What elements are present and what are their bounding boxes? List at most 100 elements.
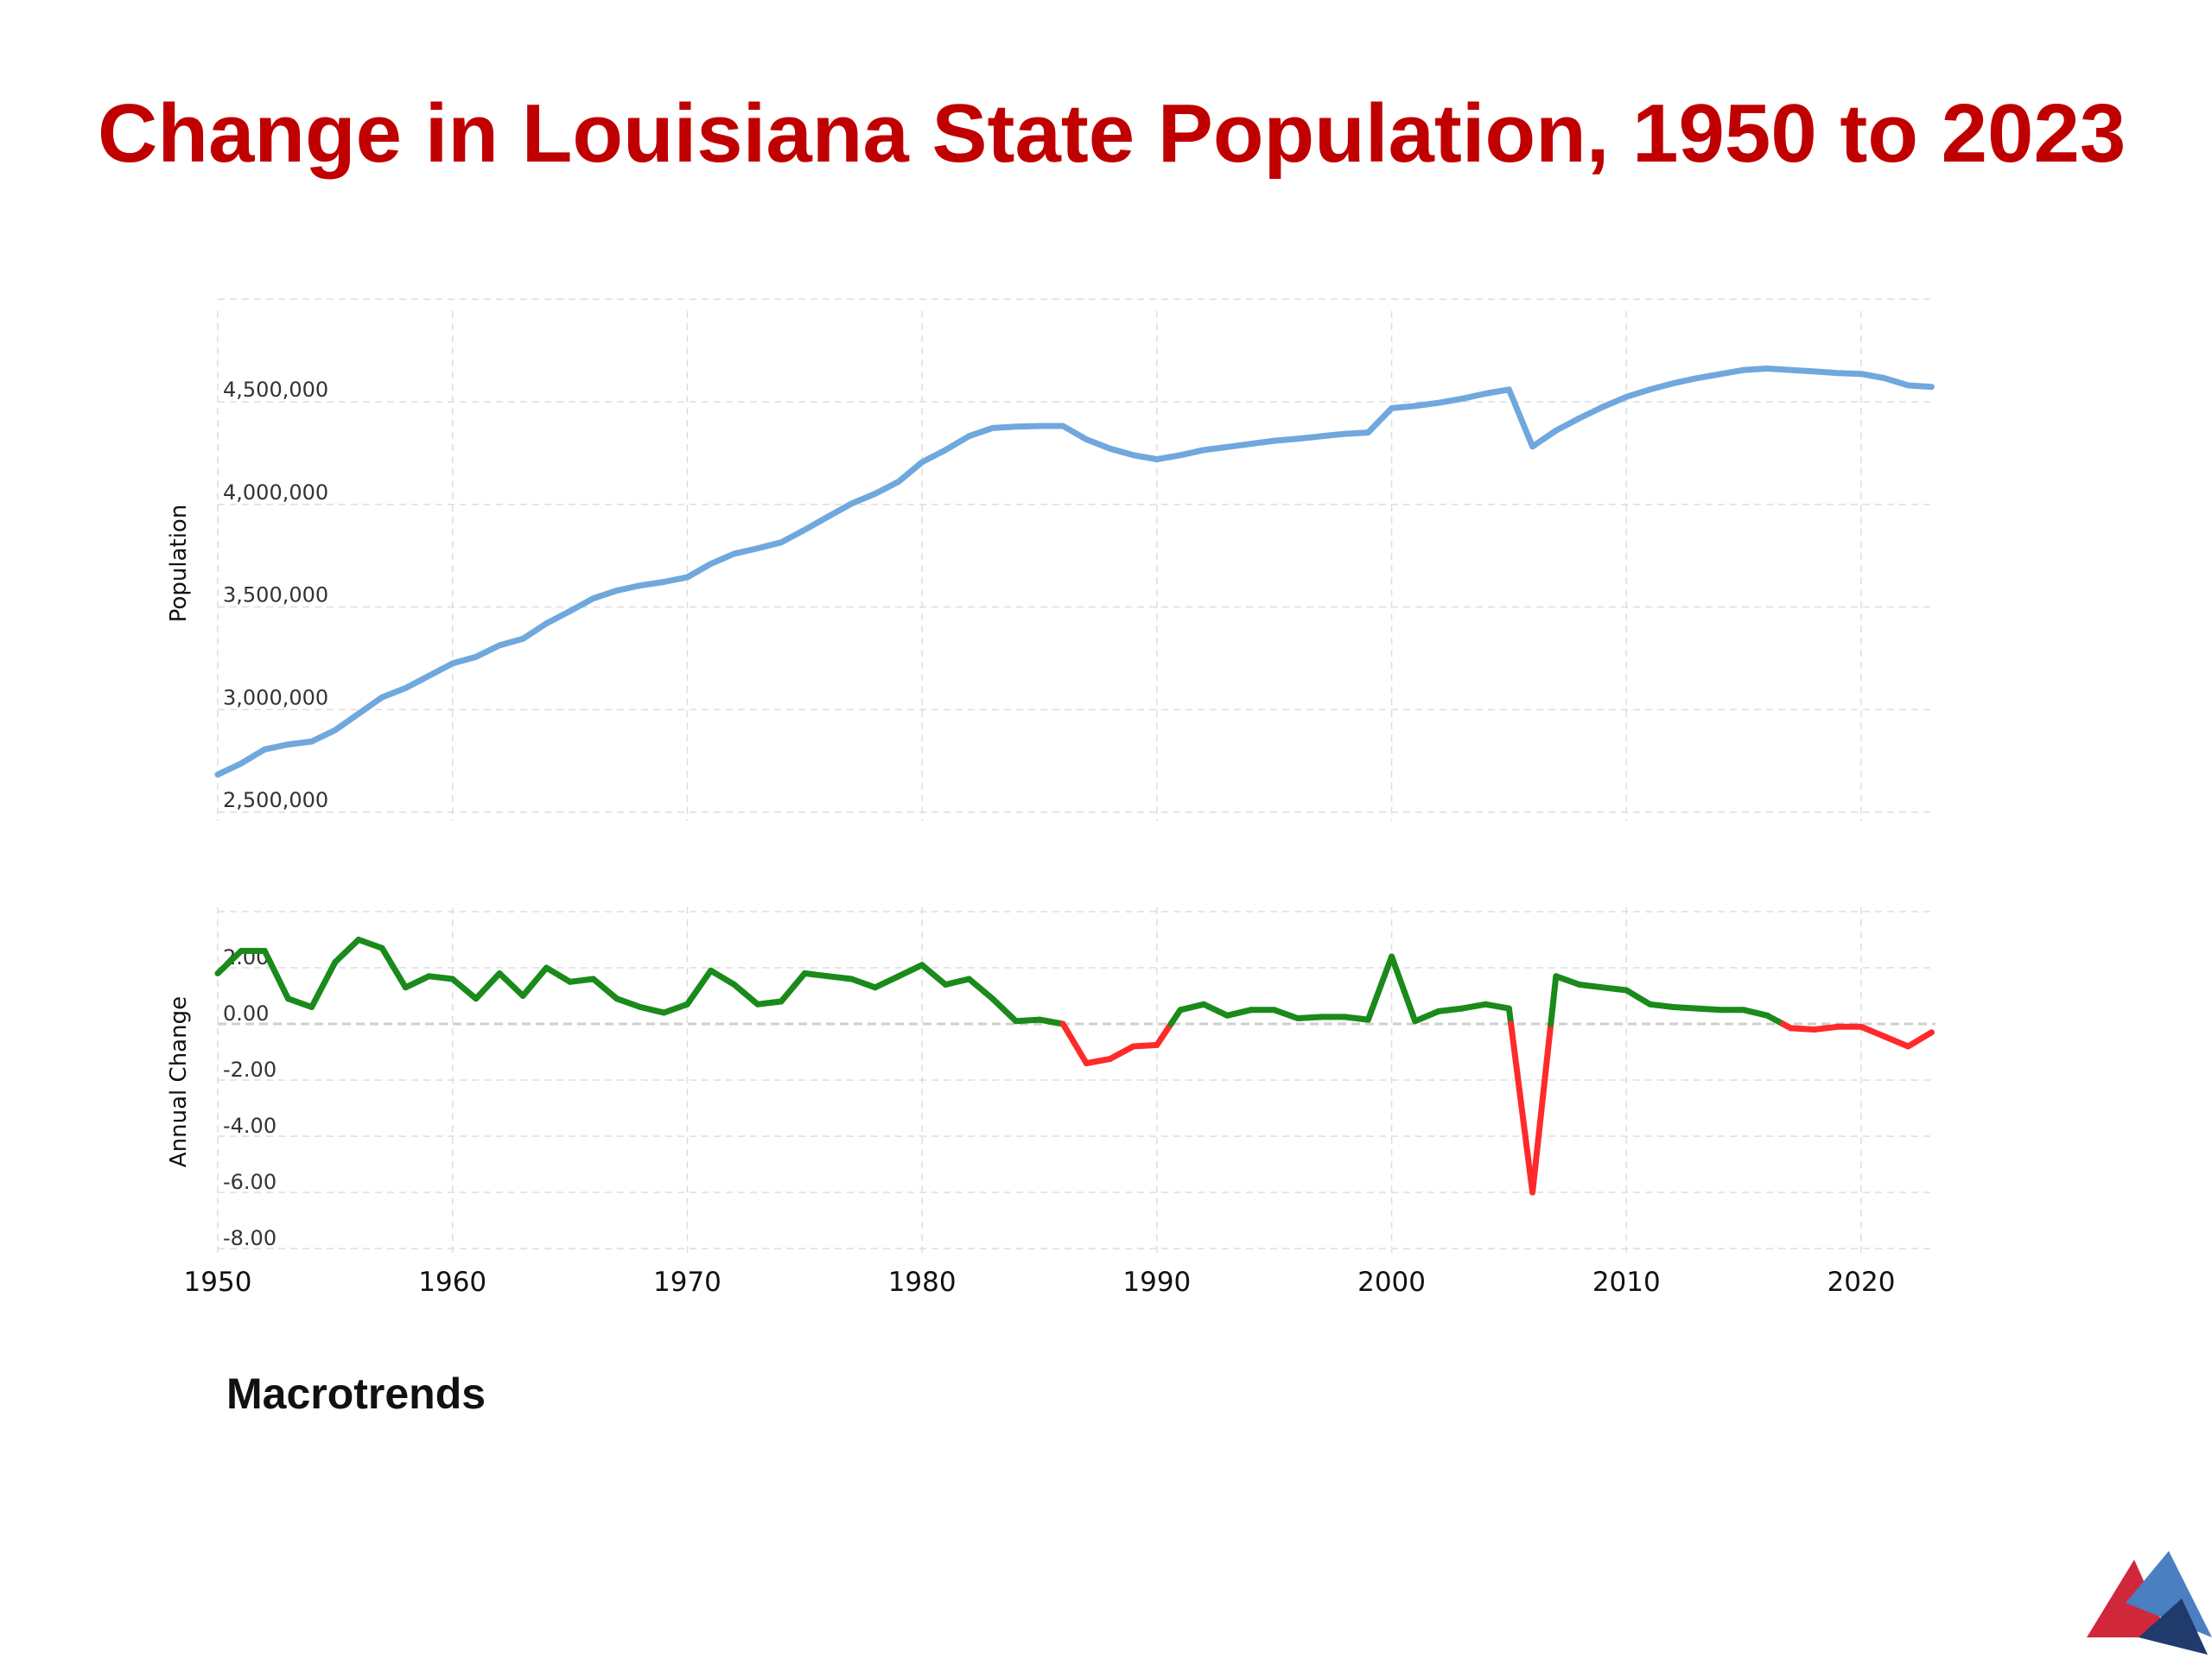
change-segment-positive: [590, 976, 620, 1002]
change-y-ticks: 2.000.00-2.00-4.00-6.00-8.00: [223, 945, 276, 1250]
change-segment-positive: [214, 948, 245, 976]
change-segment-positive: [1013, 1016, 1043, 1025]
change-segment-positive: [355, 937, 385, 951]
slide-title: Change in Louisiana State Population, 19…: [98, 87, 2126, 180]
year-tick-label: 2010: [1592, 1267, 1661, 1298]
change-tick-label: -8.00: [223, 1226, 276, 1250]
change-segment-positive: [637, 1004, 667, 1016]
change-segment-negative: [1881, 1033, 1911, 1050]
change-segment-negative: [1059, 1020, 1090, 1066]
change-segment-positive: [426, 973, 456, 982]
change-segment-positive: [1576, 982, 1606, 991]
change-segment-negative: [1788, 1025, 1818, 1033]
change-segment-positive: [1647, 1001, 1677, 1010]
year-tick-label: 2000: [1357, 1267, 1426, 1298]
population-tick-label: 4,000,000: [223, 480, 328, 505]
change-segment-negative: [1083, 1056, 1113, 1066]
change-segment-positive: [473, 970, 503, 1002]
change-segment-positive: [778, 970, 808, 1005]
year-tick-label: 2020: [1827, 1267, 1896, 1298]
change-segment-positive: [872, 973, 902, 991]
change-segment-positive: [567, 976, 597, 985]
year-tick-label: 1960: [418, 1267, 486, 1298]
change-segment-positive: [942, 976, 972, 988]
year-tick-label: 1950: [184, 1267, 252, 1298]
population-series: [214, 365, 1935, 778]
change-tick-label: -2.00: [223, 1058, 276, 1082]
change-segment-negative: [1107, 1043, 1137, 1063]
population-y-ticks: 2,500,000 3,000,000 3,500,000 4,000,000 4,50…: [223, 378, 328, 812]
change-segment-positive: [1224, 1007, 1254, 1019]
change-segment-positive: [801, 970, 831, 980]
population-axis-label: Population: [166, 505, 192, 623]
change-tick-label: -6.00: [223, 1170, 276, 1194]
change-tick-label: 0.00: [223, 1001, 269, 1026]
change-segment-positive: [543, 964, 574, 985]
change-segment-positive: [1435, 1005, 1465, 1014]
source-label: Macrotrends: [226, 1370, 486, 1418]
change-segment-positive: [1036, 1016, 1066, 1027]
change-segment-positive: [1740, 1007, 1770, 1019]
change-segment-positive: [754, 998, 785, 1007]
change-segment-positive: [731, 982, 761, 1007]
annual-change-series: [214, 937, 1935, 1196]
change-segment-negative: [1508, 1020, 1536, 1196]
year-tick-label: 1970: [653, 1267, 721, 1298]
change-segment-positive: [1341, 1014, 1371, 1023]
change-segment-positive: [708, 967, 738, 988]
logo-blue-triangle: [2126, 1551, 2212, 1637]
change-segment-positive: [285, 995, 315, 1010]
year-x-ticks: 1950 1960 1970 1980 1990 2000 2010 2020: [184, 1267, 1896, 1298]
change-segment-positive: [1200, 1001, 1230, 1019]
change-segment-positive: [519, 964, 550, 999]
logo-navy-triangle: [2139, 1599, 2208, 1655]
population-grid: [217, 298, 1936, 821]
change-segment-positive: [1177, 1001, 1207, 1014]
change-segment-positive: [966, 976, 996, 1002]
change-segment-negative: [1811, 1023, 1841, 1033]
population-tick-label: 2,500,000: [223, 788, 328, 812]
year-tick-label: 1980: [888, 1267, 957, 1298]
change-segment-positive: [1482, 1001, 1512, 1012]
annual-change-axis-label: Annual Change: [166, 996, 192, 1167]
population-line: [214, 365, 1935, 778]
change-segment-positive: [683, 967, 715, 1007]
change-segment-positive: [1599, 984, 1630, 994]
change-segment-positive: [989, 995, 1020, 1025]
change-segment-positive: [1623, 987, 1653, 1007]
change-tick-label: -4.00: [223, 1114, 276, 1138]
logo-red-triangle: [2087, 1560, 2169, 1637]
change-segment-positive: [825, 973, 855, 982]
change-segment-negative: [1904, 1029, 1935, 1050]
change-grid: [217, 907, 1936, 1257]
change-segment-positive: [613, 995, 644, 1010]
change-segment-negative: [1858, 1023, 1888, 1040]
change-segment-positive: [849, 976, 879, 991]
change-segment-positive: [449, 976, 480, 1002]
change-segment-positive: [1412, 1007, 1442, 1025]
change-segment-negative: [1529, 1020, 1554, 1196]
change-segment-positive: [496, 970, 526, 999]
change-segment-positive: [1271, 1007, 1301, 1021]
change-segment-positive: [1389, 953, 1419, 1025]
change-segment-positive: [1294, 1014, 1325, 1021]
change-segment-positive: [1694, 1005, 1724, 1014]
change-segment-positive: [332, 937, 362, 965]
change-segment-negative: [1154, 1020, 1174, 1048]
change-segment-positive: [1670, 1004, 1700, 1012]
change-segment-positive: [895, 962, 925, 980]
population-tick-label: 4,500,000: [223, 378, 328, 402]
population-tick-label: 3,000,000: [223, 685, 328, 709]
population-tick-label: 3,500,000: [223, 583, 328, 607]
change-segment-positive: [308, 959, 339, 1010]
change-segment-positive: [378, 944, 409, 991]
change-segment-positive: [660, 1001, 690, 1016]
change-segment-positive: [1548, 973, 1560, 1027]
change-segment-positive: [402, 973, 432, 991]
company-logo: [2087, 1551, 2212, 1655]
change-segment-positive: [261, 948, 291, 1002]
year-tick-label: 1990: [1122, 1267, 1191, 1298]
change-segment-positive: [1459, 1001, 1489, 1012]
change-segment-positive: [918, 962, 949, 988]
